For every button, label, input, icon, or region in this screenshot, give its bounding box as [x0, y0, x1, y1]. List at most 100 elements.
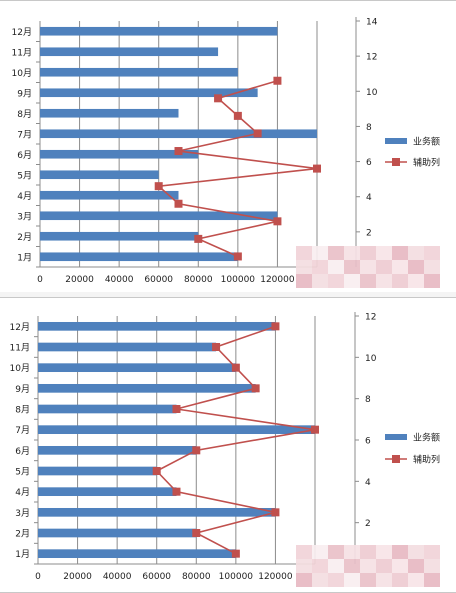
y2-tick-label: 4: [365, 478, 371, 488]
mosaic-blur-cell: [392, 559, 408, 573]
mosaic-blur-cell: [344, 545, 360, 559]
mosaic-blur-cell: [376, 274, 392, 288]
series-marker: [271, 322, 280, 331]
y2-tick-label: 10: [366, 88, 378, 98]
mosaic-blur-cell: [408, 246, 424, 260]
y-tick-label: 9月: [17, 88, 32, 99]
bar: [38, 549, 236, 559]
series-marker: [152, 467, 161, 475]
legend-swatch-bar: [385, 138, 407, 144]
y-tick-label: 8月: [17, 109, 32, 120]
mosaic-blur-cell: [376, 260, 392, 274]
y-tick-label: 2月: [17, 232, 32, 243]
mosaic-blur-cell: [296, 274, 312, 288]
mosaic-blur-cell: [344, 260, 360, 274]
x-tick-label: 60000: [144, 275, 173, 285]
series-marker: [174, 199, 183, 208]
bar: [38, 342, 217, 352]
mosaic-blur-cell: [376, 559, 392, 573]
mosaic-blur-cell: [296, 246, 312, 260]
x-tick-label: 20000: [63, 572, 92, 582]
bar: [40, 129, 317, 139]
y2-tick-label: 6: [366, 158, 372, 168]
mosaic-blur-cell: [360, 573, 376, 587]
mosaic-blur-cell: [312, 559, 328, 573]
mosaic-blur-cell: [392, 545, 408, 559]
mosaic-blur-cell: [424, 260, 440, 274]
series-marker: [251, 384, 260, 393]
y2-tick-label: 8: [366, 123, 372, 133]
series-marker: [154, 182, 163, 191]
series-marker: [212, 343, 221, 351]
bar: [38, 528, 197, 538]
bar: [38, 445, 197, 455]
y2-tick-label: 12: [366, 53, 377, 63]
x-tick-label: 40000: [105, 275, 134, 285]
y-tick-label: 4月: [17, 191, 32, 202]
x-tick-label: 100000: [221, 275, 256, 285]
y2-tick-label: 4: [366, 193, 372, 203]
y-tick-label: 9月: [15, 384, 30, 395]
bar: [40, 88, 258, 98]
chart-panel-bottom: 0 20000 40000 60000 80000 100000 120000 1月 2月 3月 4…: [0, 297, 456, 593]
y-tick-label: 3月: [17, 211, 32, 222]
bar: [40, 170, 159, 180]
mosaic-blur-cell: [296, 573, 312, 587]
mosaic-blur-cell: [344, 573, 360, 587]
mosaic-blur-cell: [328, 260, 344, 274]
mosaic-blur-cell: [312, 260, 328, 274]
mosaic-blur-cell: [312, 573, 328, 587]
series-marker: [233, 252, 242, 261]
legend-swatch-bar: [385, 434, 407, 440]
y2-tick-label: 12: [365, 313, 376, 323]
x-tick-label: 20000: [65, 275, 94, 285]
mosaic-blur-cell: [344, 559, 360, 573]
series-marker: [174, 147, 183, 156]
y-tick-label: 11月: [10, 343, 30, 354]
series-marker: [192, 446, 201, 455]
y-tick-label: 6月: [15, 446, 30, 457]
bar: [40, 190, 179, 200]
series-marker: [231, 549, 240, 558]
mosaic-blur-cell: [408, 260, 424, 274]
series-marker: [273, 76, 282, 85]
series-marker: [172, 487, 181, 496]
bar: [40, 67, 238, 77]
mosaic-blur-cell: [392, 573, 408, 587]
mosaic-blur-cell: [424, 246, 440, 260]
y-tick-label: 11月: [12, 47, 32, 58]
mosaic-blur-cell: [376, 573, 392, 587]
mosaic-blur-cell: [376, 545, 392, 559]
mosaic-blur-cell: [312, 274, 328, 288]
mosaic-blur-cell: [328, 573, 344, 587]
bar: [40, 252, 238, 262]
bar: [40, 108, 179, 118]
bar: [38, 466, 157, 476]
chart-bottom-svg: 0 20000 40000 60000 80000 100000 120000 1月 2月 3月 4…: [10, 312, 440, 587]
x-tick-label: 120000: [258, 572, 293, 582]
mosaic-blur-cell: [360, 545, 376, 559]
chart-panel-top: 0 20000 40000 60000 80000 100000 120000 1月 2月 3月 4…: [0, 0, 456, 293]
x-tick-label: 0: [37, 275, 43, 285]
mosaic-blur-cell: [312, 545, 328, 559]
y-tick-label: 5月: [17, 170, 32, 181]
series-marker: [273, 217, 282, 226]
y-tick-label: 4月: [15, 487, 30, 498]
y2-tick-label: 8: [365, 395, 371, 405]
bar: [38, 321, 276, 331]
legend-label-line: 辅助列: [413, 454, 440, 466]
series-marker: [192, 529, 201, 537]
bar: [38, 383, 256, 393]
bar: [38, 404, 177, 414]
bar: [38, 363, 236, 373]
mosaic-blur-cell: [408, 559, 424, 573]
x-tick-label: 80000: [184, 275, 213, 285]
y2-tick-label: 10: [365, 354, 377, 364]
bar: [40, 47, 219, 57]
legend-label-line: 辅助列: [413, 157, 440, 169]
legend-label-bar: 业务额: [413, 136, 440, 148]
y-tick-label: 10月: [12, 68, 32, 79]
series-marker: [271, 508, 280, 517]
bar: [38, 507, 276, 517]
mosaic-blur-cell: [392, 246, 408, 260]
